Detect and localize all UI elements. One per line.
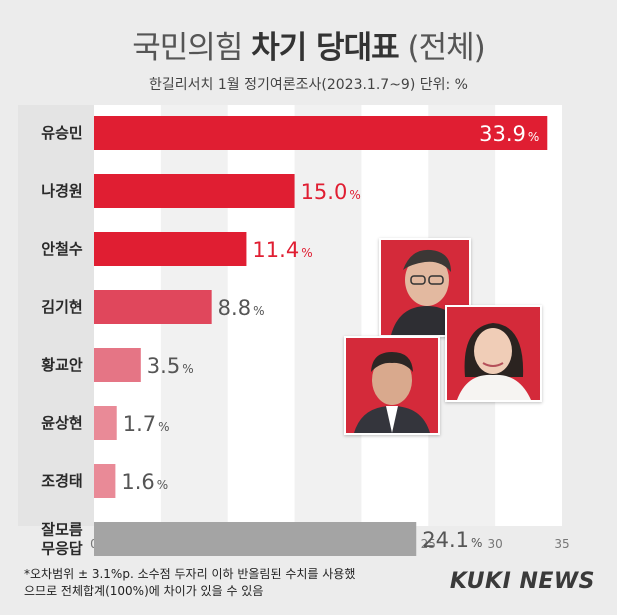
bar xyxy=(94,290,212,324)
x-tick-label: 30 xyxy=(488,537,503,551)
x-tick-label: 25 xyxy=(421,537,436,551)
footnote: *오차범위 ± 3.1%p. 소수점 두자리 이하 반올림된 수치를 사용했으므… xyxy=(24,567,356,598)
value-label: 33.9% xyxy=(479,122,539,146)
title-tail: (전체) xyxy=(407,30,485,66)
category-label: 잘모름 무응답 xyxy=(41,521,83,558)
category-label: 유승민 xyxy=(41,124,82,142)
grid-band xyxy=(294,105,362,526)
chart-title: 국민의힘 차기 당대표 (전체) xyxy=(0,22,617,67)
chart-subtitle: 한길리서치 1월 정기여론조사(2023.1.7~9) 단위: % xyxy=(149,77,468,93)
category-label: 황교안 xyxy=(41,356,83,374)
value-label: 24.1% xyxy=(422,528,482,552)
category-label: 윤상현 xyxy=(41,414,82,432)
category-label: 나경원 xyxy=(41,182,82,200)
bar xyxy=(94,522,417,556)
value-label: 15.0% xyxy=(301,180,361,204)
value-label: 11.4% xyxy=(252,238,312,262)
value-label: 1.7% xyxy=(123,412,170,436)
category-column xyxy=(18,105,94,526)
bar-chart: 05101520253035유승민33.9%나경원15.0%안철수11.4%김기… xyxy=(18,105,570,558)
portrait-photo-left xyxy=(344,336,440,435)
category-label: 안철수 xyxy=(41,240,83,258)
title-bold: 차기 당대표 xyxy=(251,30,399,66)
value-label: 8.8% xyxy=(218,296,265,320)
brand-logo: KUKI NEWS xyxy=(449,569,595,594)
bar xyxy=(94,464,116,498)
title-main: 국민의힘 xyxy=(132,30,243,66)
bar xyxy=(94,348,141,382)
value-label: 3.5% xyxy=(147,354,194,378)
category-label: 김기현 xyxy=(41,298,82,316)
value-label: 1.6% xyxy=(121,470,168,494)
bar xyxy=(94,116,548,150)
bar xyxy=(94,174,295,208)
bar xyxy=(94,232,247,266)
portrait-photo-right xyxy=(445,305,542,402)
category-label: 조경태 xyxy=(41,472,82,490)
bar xyxy=(94,406,117,440)
x-tick-label: 35 xyxy=(554,537,569,551)
